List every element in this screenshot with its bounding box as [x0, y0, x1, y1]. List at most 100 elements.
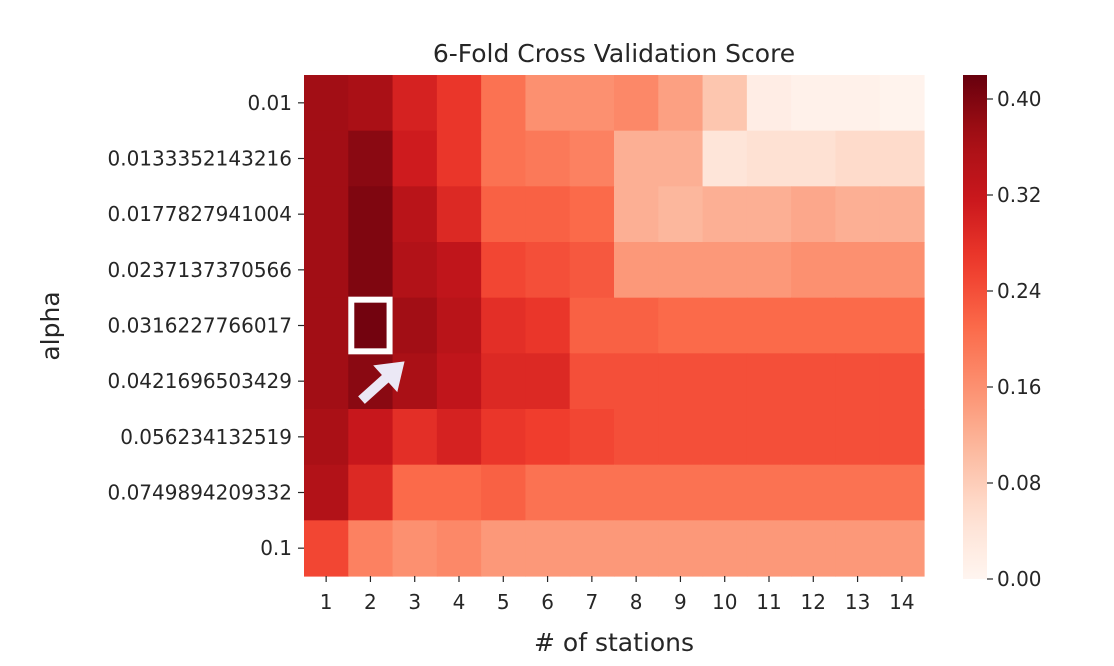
heatmap-cell: [879, 520, 925, 577]
heatmap-cell: [392, 409, 438, 466]
heatmap-cell: [879, 297, 925, 354]
heatmap-cell: [481, 186, 527, 243]
heatmap-cell: [304, 353, 349, 410]
y-tick-label: 0.1: [260, 536, 292, 560]
heatmap-cell: [835, 75, 881, 132]
x-tick-label: 4: [453, 590, 466, 614]
colorbar-tick-label: 0.32: [997, 183, 1042, 207]
x-tick-label: 5: [497, 590, 510, 614]
heatmap-cell: [481, 464, 527, 521]
heatmap-cell: [746, 186, 792, 243]
heatmap-cell: [835, 409, 881, 466]
heatmap-cell: [436, 242, 482, 299]
heatmap-cell: [392, 520, 438, 577]
heatmap-cell: [525, 464, 571, 521]
x-tick-label: 7: [585, 590, 598, 614]
heatmap-cell: [525, 130, 571, 187]
y-tick-label: 0.0749894209332: [107, 481, 292, 505]
heatmap-cell: [879, 186, 925, 243]
heatmap-cell: [436, 297, 482, 354]
heatmap-cell: [348, 130, 394, 187]
heatmap-cell: [702, 242, 748, 299]
heatmap-cell: [746, 353, 792, 410]
heatmap-cell: [525, 297, 571, 354]
heatmap-cell: [658, 75, 704, 132]
heatmap-cell: [392, 186, 438, 243]
colorbar: 0.00 0.08 0.16 0.24 0.32 0.40: [963, 75, 1042, 591]
colorbar-tick-label: 0.40: [997, 87, 1042, 111]
heatmap-cell: [791, 464, 837, 521]
heatmap-cell: [569, 130, 615, 187]
x-tick-label: 1: [320, 590, 333, 614]
heatmap-cell: [348, 242, 394, 299]
heatmap-cell: [525, 520, 571, 577]
x-tick-label: 3: [408, 590, 421, 614]
heatmap-cell: [791, 242, 837, 299]
heatmap-cell: [658, 242, 704, 299]
heatmap-cell: [436, 186, 482, 243]
heatmap-cell: [658, 297, 704, 354]
heatmap-cell: [658, 464, 704, 521]
x-tick-label: 13: [845, 590, 870, 614]
heatmap-cell: [791, 520, 837, 577]
heatmap-cell: [481, 130, 527, 187]
heatmap-cell: [835, 520, 881, 577]
heatmap-cell: [879, 409, 925, 466]
heatmap-cell: [702, 297, 748, 354]
heatmap-cell: [746, 409, 792, 466]
heatmap-cell: [436, 464, 482, 521]
heatmap-cell: [658, 130, 704, 187]
heatmap-cell: [481, 353, 527, 410]
heatmap-cell: [658, 520, 704, 577]
heatmap-cell: [791, 409, 837, 466]
heatmap-cell: [392, 75, 438, 132]
heatmap-cell: [481, 242, 527, 299]
heatmap-cell: [614, 186, 659, 243]
heatmap-cell: [304, 242, 349, 299]
heatmap-cell: [702, 75, 748, 132]
heatmap-cell: [569, 353, 615, 410]
heatmap-cell: [481, 520, 527, 577]
heatmap-cell: [304, 130, 349, 187]
y-tick-label: 0.0133352143216: [107, 147, 292, 171]
heatmap-cell: [879, 130, 925, 187]
heatmap-cell: [614, 242, 659, 299]
heatmap-cell: [835, 130, 881, 187]
heatmap-cell: [348, 464, 394, 521]
x-axis-label: # of stations: [534, 628, 694, 657]
heatmap-cell: [304, 520, 349, 577]
heatmap-cell: [569, 409, 615, 466]
heatmap-cell: [436, 409, 482, 466]
y-tick-label: 0.01: [247, 91, 292, 115]
heatmap-cell: [702, 130, 748, 187]
heatmap-cell: [791, 75, 837, 132]
heatmap-cell: [436, 520, 482, 577]
heatmap-cell: [702, 409, 748, 466]
heatmap-cell: [348, 520, 394, 577]
x-tick-label: 11: [756, 590, 781, 614]
heatmap-cell: [481, 297, 527, 354]
heatmap-cell: [436, 130, 482, 187]
x-tick-label: 12: [801, 590, 826, 614]
heatmap-cell: [614, 464, 659, 521]
heatmap-cell: [392, 242, 438, 299]
pointer-arrow: [358, 361, 405, 404]
heatmap-cell: [392, 464, 438, 521]
heatmap-cell: [658, 409, 704, 466]
heatmap-cell: [791, 130, 837, 187]
heatmap-cell: [614, 75, 659, 132]
heatmap-cell: [879, 353, 925, 410]
colorbar-tick-label: 0.08: [997, 471, 1042, 495]
heatmap-cell: [304, 464, 349, 521]
heatmap-cell: [791, 353, 837, 410]
heatmap-cell: [702, 186, 748, 243]
heatmap-cell: [525, 75, 571, 132]
heatmap-cell: [525, 409, 571, 466]
y-axis-label: alpha: [36, 291, 65, 360]
heatmap-cell: [746, 464, 792, 521]
heatmap-cell: [879, 242, 925, 299]
heatmap-cell: [569, 297, 615, 354]
heatmap-cell: [879, 75, 925, 132]
heatmap-cell: [658, 353, 704, 410]
y-tick-label: 0.0177827941004: [107, 202, 292, 226]
